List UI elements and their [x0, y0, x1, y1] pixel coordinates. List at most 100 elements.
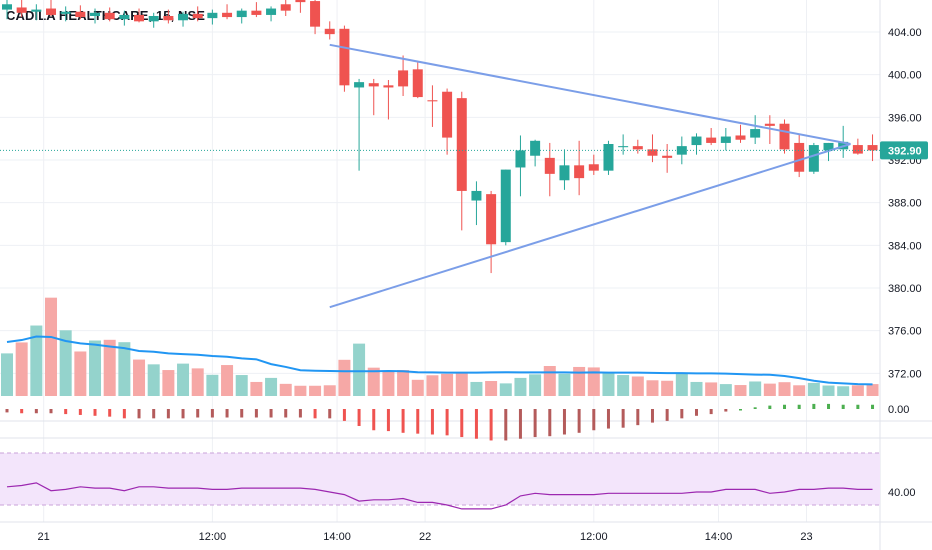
candle-body	[808, 145, 819, 172]
candle-body	[706, 137, 717, 143]
volume-bar	[206, 374, 219, 396]
volume-bar	[661, 380, 674, 396]
rsi-value-label: 40.00	[888, 487, 916, 499]
rsi-line	[6, 482, 873, 510]
candle-body	[603, 144, 614, 171]
x-tick-label: 14:00	[323, 531, 351, 543]
volume-bar	[147, 364, 160, 396]
triangle-trendline	[329, 43, 851, 145]
volume-bar	[235, 375, 248, 396]
candle-body	[192, 13, 203, 19]
candle-body	[412, 69, 423, 98]
volume-bar	[499, 383, 512, 396]
candle-body	[119, 14, 130, 20]
x-tick-label: 23	[800, 531, 812, 543]
volume-bar	[89, 340, 102, 396]
histogram-bar	[93, 409, 97, 416]
histogram-bar	[753, 407, 757, 409]
candle-body	[90, 12, 101, 16]
rsi-band	[0, 453, 880, 505]
histogram-bar	[504, 409, 508, 441]
volume-bar	[45, 297, 58, 396]
histogram-bar	[372, 409, 376, 431]
candle-body	[515, 150, 526, 168]
volume-bar	[837, 386, 850, 396]
volume-bar	[851, 385, 864, 396]
histogram-bar	[152, 409, 156, 419]
histogram-zero-label: 0.00	[888, 404, 909, 416]
volume-bar	[279, 383, 292, 396]
candle-body	[588, 164, 599, 171]
volume-bar	[705, 382, 718, 396]
x-tick-label: 22	[419, 531, 431, 543]
last-price-badge	[880, 141, 928, 160]
volume-bar	[411, 379, 424, 396]
volume-bar	[250, 381, 263, 396]
histogram-bar	[636, 409, 640, 426]
volume-bar	[793, 385, 806, 396]
candle-body	[500, 169, 511, 243]
histogram-bar	[240, 409, 244, 418]
x-tick-label: 12:00	[580, 531, 608, 543]
histogram-bar	[445, 409, 449, 436]
volume-bar	[323, 385, 336, 396]
volume-bar	[690, 381, 703, 396]
candle-body	[16, 7, 27, 13]
candle-body	[295, 0, 306, 3]
x-tick-label: 14:00	[705, 531, 733, 543]
histogram-bar	[181, 409, 185, 419]
candle-body	[691, 136, 702, 146]
histogram-bar	[166, 409, 170, 419]
candle-body	[148, 16, 159, 22]
y-tick-label: 376.00	[888, 326, 922, 338]
volume-bar	[558, 373, 571, 396]
candle-body	[618, 146, 629, 148]
candle-body	[134, 14, 145, 22]
histogram-bar	[694, 409, 698, 416]
candle-body	[31, 9, 42, 12]
histogram-bar	[548, 409, 552, 437]
candle-body	[442, 91, 453, 138]
volume-bar	[602, 373, 615, 396]
volume-bar	[675, 373, 688, 396]
histogram-bar	[533, 409, 537, 438]
y-tick-label: 396.00	[888, 112, 922, 124]
histogram-bar	[78, 409, 82, 415]
candle-body	[852, 145, 863, 154]
candle-body	[544, 157, 555, 174]
candle-body	[310, 1, 321, 27]
histogram-bar	[783, 404, 787, 409]
candle-body	[2, 4, 12, 10]
candle-body	[266, 8, 277, 15]
volume-bar	[15, 342, 28, 396]
volume-bar	[646, 380, 659, 396]
volume-bar	[485, 381, 498, 396]
candle-body	[354, 82, 365, 88]
histogram-bar	[5, 409, 9, 413]
candle-body	[236, 10, 247, 18]
candle-body	[764, 123, 775, 126]
candle-body	[735, 135, 746, 140]
candle-body	[794, 142, 805, 172]
candle-body	[178, 13, 189, 21]
histogram-bar	[606, 409, 610, 429]
volume-bar	[455, 373, 468, 396]
histogram-bar	[269, 409, 273, 418]
candle-body	[779, 123, 790, 150]
candle-body	[104, 12, 115, 20]
histogram-bar	[665, 409, 669, 421]
candle-body	[75, 11, 86, 18]
histogram-bar	[20, 409, 24, 414]
candle-body	[574, 165, 585, 179]
histogram-bar	[680, 409, 684, 419]
histogram-bar	[34, 409, 38, 414]
histogram-bar	[489, 409, 493, 441]
volume-bar	[807, 382, 820, 396]
volume-bar	[118, 342, 131, 396]
volume-bar	[309, 385, 322, 396]
histogram-bar	[313, 409, 317, 419]
histogram-bar	[342, 409, 346, 421]
histogram-bar	[416, 409, 420, 434]
volume-bar	[441, 373, 454, 396]
